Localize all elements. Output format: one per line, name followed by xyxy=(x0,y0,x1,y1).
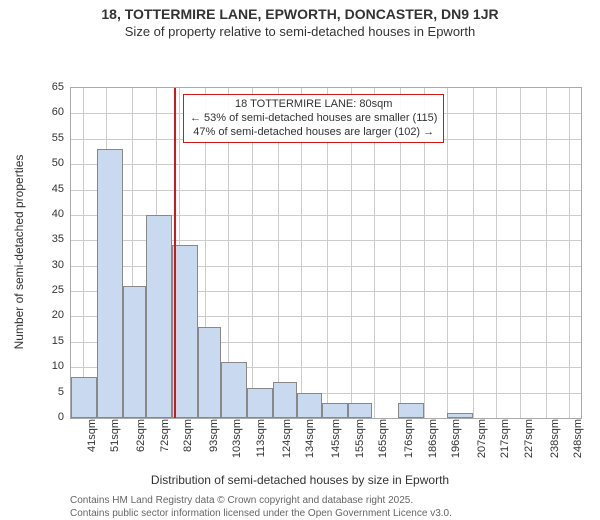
y-tick-label: 0 xyxy=(0,411,64,423)
x-tick-label: 145sqm xyxy=(330,419,342,463)
y-tick-label: 30 xyxy=(0,259,64,271)
histogram-bar xyxy=(297,393,323,418)
histogram-bar xyxy=(97,149,123,418)
annotation-line-2: ← 53% of semi-detached houses are smalle… xyxy=(190,112,437,126)
x-tick-label: 41sqm xyxy=(86,419,98,463)
x-tick-label: 134sqm xyxy=(304,419,316,463)
y-tick-label: 25 xyxy=(0,284,64,296)
x-tick-label: 124sqm xyxy=(281,419,293,463)
annotation-line-1: 18 TOTTERMIRE LANE: 80sqm xyxy=(190,98,437,112)
gridline-vertical xyxy=(83,88,84,418)
x-tick-label: 93sqm xyxy=(208,419,220,463)
histogram-bar xyxy=(123,286,147,418)
histogram-bar xyxy=(198,327,222,418)
x-tick-label: 176sqm xyxy=(403,419,415,463)
marker-line xyxy=(174,88,176,418)
gridline-vertical xyxy=(447,88,448,418)
y-tick-label: 65 xyxy=(0,81,64,93)
x-tick-label: 227sqm xyxy=(523,419,535,463)
gridline-vertical xyxy=(496,88,497,418)
plot-area: 18 TOTTERMIRE LANE: 80sqm← 53% of semi-d… xyxy=(70,87,582,419)
x-tick-label: 196sqm xyxy=(450,419,462,463)
x-tick-label: 72sqm xyxy=(159,419,171,463)
attribution-line-1: Contains HM Land Registry data © Crown c… xyxy=(70,495,452,508)
y-tick-label: 10 xyxy=(0,360,64,372)
y-tick-label: 60 xyxy=(0,106,64,118)
gridline-horizontal xyxy=(71,164,581,165)
gridline-vertical xyxy=(473,88,474,418)
y-tick-label: 5 xyxy=(0,386,64,398)
y-tick-label: 40 xyxy=(0,208,64,220)
annotation-box: 18 TOTTERMIRE LANE: 80sqm← 53% of semi-d… xyxy=(183,94,444,143)
y-tick-label: 15 xyxy=(0,335,64,347)
x-tick-label: 248sqm xyxy=(572,419,584,463)
histogram-bar xyxy=(71,377,97,418)
x-tick-label: 155sqm xyxy=(354,419,366,463)
histogram-bar xyxy=(146,215,172,418)
title-address: 18, TOTTERMIRE LANE, EPWORTH, DONCASTER,… xyxy=(0,6,600,22)
histogram-bar xyxy=(322,403,348,418)
x-tick-label: 82sqm xyxy=(182,419,194,463)
x-tick-label: 207sqm xyxy=(476,419,488,463)
x-tick-label: 62sqm xyxy=(135,419,147,463)
x-tick-label: 186sqm xyxy=(427,419,439,463)
attribution-line-2: Contains public sector information licen… xyxy=(70,508,452,520)
annotation-line-3: 47% of semi-detached houses are larger (… xyxy=(190,126,437,140)
histogram-bar xyxy=(447,413,473,418)
y-tick-label: 45 xyxy=(0,183,64,195)
histogram-bar xyxy=(247,388,273,418)
histogram-bar xyxy=(348,403,372,418)
gridline-horizontal xyxy=(71,190,581,191)
histogram-bar xyxy=(398,403,424,418)
y-tick-label: 55 xyxy=(0,132,64,144)
title-subtitle: Size of property relative to semi-detach… xyxy=(0,24,600,39)
y-tick-label: 35 xyxy=(0,233,64,245)
x-tick-label: 51sqm xyxy=(109,419,121,463)
gridline-vertical xyxy=(569,88,570,418)
x-tick-label: 165sqm xyxy=(377,419,389,463)
x-tick-label: 113sqm xyxy=(255,419,267,463)
gridline-vertical xyxy=(520,88,521,418)
x-tick-label: 238sqm xyxy=(549,419,561,463)
x-axis-title: Distribution of semi-detached houses by … xyxy=(0,473,600,487)
x-tick-label: 217sqm xyxy=(499,419,511,463)
attribution: Contains HM Land Registry data © Crown c… xyxy=(70,495,452,520)
y-tick-label: 20 xyxy=(0,309,64,321)
x-tick-label: 103sqm xyxy=(231,419,243,463)
y-tick-label: 50 xyxy=(0,157,64,169)
histogram-bar xyxy=(273,382,297,418)
gridline-vertical xyxy=(546,88,547,418)
histogram-bar xyxy=(221,362,247,418)
